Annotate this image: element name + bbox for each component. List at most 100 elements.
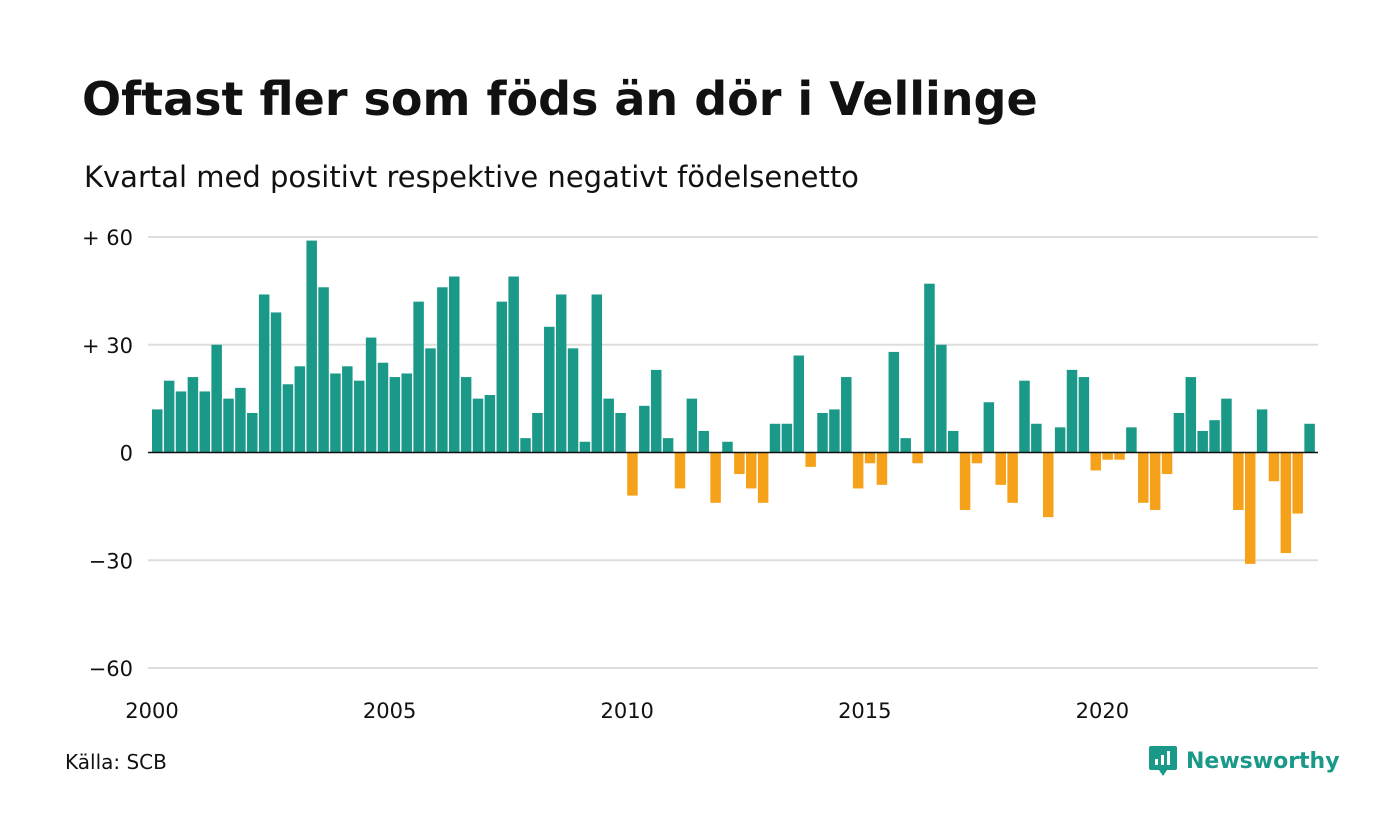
bar-2020K2 bbox=[1114, 452, 1125, 460]
bar-2003K1 bbox=[294, 366, 306, 453]
bar-2000K4 bbox=[187, 377, 199, 453]
bar-2005K2 bbox=[401, 373, 412, 453]
bar-2024K2 bbox=[1304, 423, 1315, 453]
bar-2010K2 bbox=[639, 405, 650, 453]
bar-2019K3 bbox=[1078, 377, 1090, 453]
bar-2018K2 bbox=[1019, 380, 1030, 453]
bar-2009K2 bbox=[591, 294, 603, 453]
bar-2004K3 bbox=[365, 337, 377, 453]
bar-2003K3 bbox=[318, 287, 329, 453]
x-tick-label: 2020 bbox=[1076, 699, 1129, 723]
bar-2005K1 bbox=[389, 377, 401, 453]
x-tick-label: 2005 bbox=[363, 699, 416, 723]
bar-2003K4 bbox=[330, 373, 341, 453]
bar-2018K1 bbox=[1007, 452, 1018, 503]
grid-lines bbox=[148, 236, 1318, 669]
bar-2016K4 bbox=[947, 430, 959, 453]
bar-2006K4 bbox=[472, 398, 484, 453]
bar-2023K3 bbox=[1268, 452, 1280, 482]
bar-2011K4 bbox=[710, 452, 721, 503]
bar-2022K1 bbox=[1197, 430, 1208, 453]
bar-2001K2 bbox=[211, 344, 222, 453]
bar-2019K2 bbox=[1066, 369, 1078, 453]
bar-2002K4 bbox=[282, 384, 294, 453]
bar-2024K1 bbox=[1292, 452, 1303, 514]
bar-2016K1 bbox=[912, 452, 923, 464]
bar-2017K3 bbox=[983, 402, 995, 453]
y-tick-label: + 60 bbox=[82, 226, 133, 250]
bar-2006K1 bbox=[437, 287, 448, 453]
bar-2014K1 bbox=[817, 412, 828, 453]
y-tick-label: + 30 bbox=[82, 334, 133, 358]
bar-2016K2 bbox=[924, 283, 935, 453]
source-note: Källa: SCB bbox=[65, 750, 167, 774]
bar-2013K4 bbox=[805, 452, 816, 467]
brand-name: Newsworthy bbox=[1186, 748, 1340, 774]
y-axis-ticks: + 60 + 30 0 −30 −60 bbox=[82, 226, 133, 681]
bar-2021K4 bbox=[1185, 377, 1197, 453]
bar-2012K2 bbox=[734, 452, 745, 475]
bar-2002K1 bbox=[247, 412, 258, 453]
bar-2017K2 bbox=[971, 452, 983, 464]
bar-2014K4 bbox=[852, 452, 864, 489]
bar-2023K2 bbox=[1256, 409, 1268, 453]
bar-2015K3 bbox=[888, 351, 900, 453]
bar-2014K2 bbox=[829, 409, 840, 453]
bar-2006K2 bbox=[449, 276, 460, 453]
bar-2020K3 bbox=[1126, 427, 1137, 453]
bar-2005K4 bbox=[425, 348, 436, 453]
bar-2012K1 bbox=[722, 441, 733, 453]
bar-2014K3 bbox=[841, 377, 852, 453]
bar-2000K1 bbox=[152, 409, 163, 453]
bar-2000K2 bbox=[163, 380, 175, 453]
y-tick-label: −30 bbox=[89, 549, 133, 573]
bar-2009K3 bbox=[603, 398, 614, 453]
bar-2004K2 bbox=[353, 380, 365, 453]
bar-2021K2 bbox=[1161, 452, 1173, 475]
bar-2015K1 bbox=[864, 452, 876, 464]
bar-2011K2 bbox=[686, 398, 698, 453]
bar-2009K1 bbox=[579, 441, 591, 453]
bar-2003K2 bbox=[306, 240, 317, 453]
bar-2004K4 bbox=[377, 362, 389, 453]
y-tick-label: 0 bbox=[120, 442, 133, 466]
bar-2008K2 bbox=[544, 326, 555, 453]
chart-subtitle: Kvartal med positivt respektive negativt… bbox=[84, 160, 859, 194]
x-tick-label: 2010 bbox=[600, 699, 653, 723]
bar-2006K3 bbox=[460, 377, 472, 453]
y-tick-label: −60 bbox=[89, 657, 133, 681]
bar-2010K3 bbox=[650, 369, 662, 453]
bar-2002K3 bbox=[270, 312, 282, 453]
bar-chart: + 60 + 30 0 −30 −60 2000 2005 2010 2015 2020 bbox=[82, 226, 1318, 723]
bar-2018K3 bbox=[1031, 423, 1042, 453]
newsworthy-logo-icon bbox=[1149, 746, 1177, 776]
bar-2015K2 bbox=[876, 452, 888, 485]
bar-2008K3 bbox=[555, 294, 567, 453]
x-axis-ticks: 2000 2005 2010 2015 2020 bbox=[125, 699, 1129, 723]
brand-logo: Newsworthy bbox=[1148, 744, 1340, 778]
bar-2001K1 bbox=[199, 391, 211, 453]
bar-2001K4 bbox=[235, 387, 246, 453]
chart-title: Oftast fler som föds än dör i Vellinge bbox=[82, 72, 1038, 126]
bar-2011K1 bbox=[674, 452, 686, 489]
bar-2023K1 bbox=[1244, 452, 1256, 564]
bar-2017K4 bbox=[995, 452, 1006, 485]
x-tick-label: 2015 bbox=[838, 699, 891, 723]
bar-2022K2 bbox=[1209, 420, 1220, 453]
bar-2012K3 bbox=[746, 452, 757, 489]
bar-2010K4 bbox=[662, 438, 674, 453]
bar-2007K4 bbox=[520, 438, 531, 453]
bar-2007K2 bbox=[496, 301, 508, 453]
bars bbox=[152, 240, 1315, 564]
bar-2004K1 bbox=[342, 366, 353, 453]
bar-2012K4 bbox=[757, 452, 769, 503]
bar-2007K3 bbox=[508, 276, 519, 453]
bar-2017K1 bbox=[959, 452, 971, 510]
bar-2008K4 bbox=[567, 348, 579, 453]
bar-2022K3 bbox=[1221, 398, 1232, 453]
bar-2019K1 bbox=[1054, 427, 1066, 453]
bar-2019K4 bbox=[1090, 452, 1102, 471]
x-tick-label: 2000 bbox=[125, 699, 178, 723]
bar-2001K3 bbox=[223, 398, 234, 453]
bar-2020K4 bbox=[1138, 452, 1149, 503]
